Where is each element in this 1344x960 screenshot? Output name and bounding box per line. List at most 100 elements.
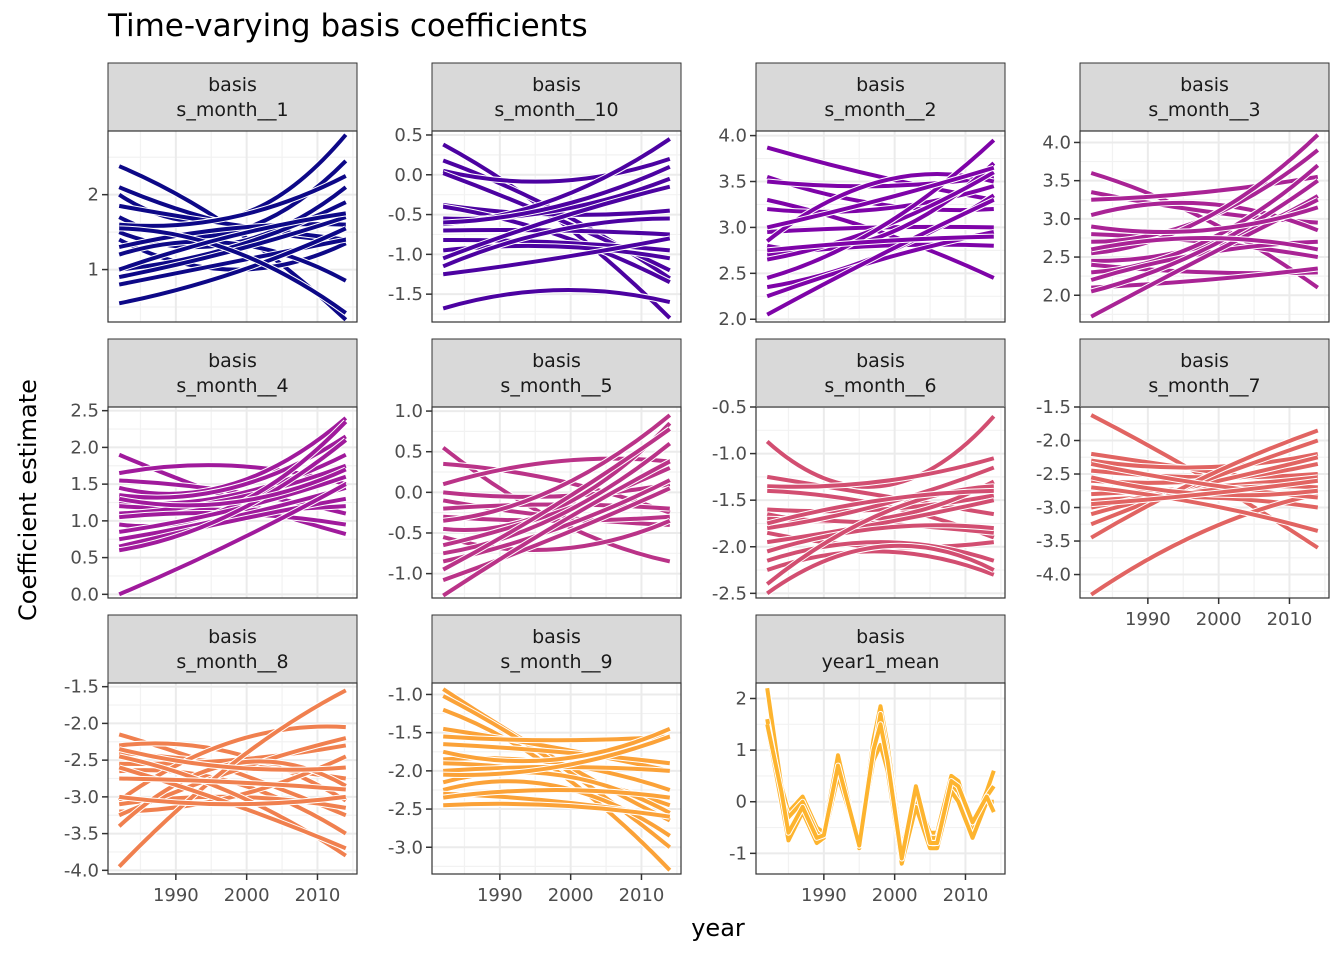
- y-tick-label: 0.5: [394, 442, 423, 463]
- y-tick-label: -2.0: [1036, 431, 1071, 452]
- series-line: [442, 456, 670, 487]
- y-tick-label: 2.0: [718, 309, 747, 330]
- series-line: [118, 485, 347, 542]
- series-line: [442, 726, 671, 773]
- series-line: [442, 466, 671, 548]
- facet-strip-label: s_month__4: [176, 375, 288, 397]
- series-line: [766, 138, 996, 280]
- series-line: [765, 414, 996, 489]
- panel-border: [431, 406, 682, 599]
- series-line: [442, 216, 670, 269]
- series-line: [766, 197, 995, 280]
- series-line: [118, 474, 347, 534]
- y-tick-label: 3.5: [1042, 171, 1071, 192]
- series-line: [442, 204, 671, 284]
- y-tick-label: -1.5: [712, 490, 747, 511]
- facet-strip: [755, 614, 1006, 684]
- facet-strip: [1079, 62, 1330, 132]
- series-line: [767, 184, 995, 214]
- x-tick-label: 2000: [224, 885, 270, 906]
- facet-strip-label: basis: [856, 350, 905, 372]
- y-tick-label: 2.5: [718, 263, 747, 284]
- series-line: [442, 787, 671, 800]
- x-tick-label: 1990: [1125, 609, 1171, 630]
- facet-strip-label: basis: [532, 626, 581, 648]
- series-line: [442, 779, 671, 838]
- facet-strip-label: basis: [208, 74, 257, 96]
- facet-strip-label: s_month__9: [500, 651, 612, 673]
- y-tick-label: 2: [88, 185, 99, 206]
- facet-strip-label: s_month__10: [494, 99, 618, 121]
- series-group: [765, 137, 996, 318]
- series-line: [118, 496, 347, 549]
- facet-strip-label: year1_mean: [822, 651, 940, 673]
- panel-border: [755, 682, 1006, 875]
- facet-strip: [431, 62, 682, 132]
- facet-strip-label: s_month__7: [1148, 375, 1260, 397]
- facet-strip-label: s_month__6: [824, 375, 936, 397]
- series-line: [442, 184, 671, 261]
- series-line: [119, 174, 347, 228]
- series-line: [765, 722, 996, 861]
- series-group: [118, 415, 348, 598]
- y-tick-label: -3.5: [64, 824, 99, 845]
- series-line: [442, 413, 672, 523]
- y-tick-label: 3.0: [1042, 209, 1071, 230]
- y-tick-label: -3.0: [1036, 498, 1071, 519]
- y-tick-label: -2.5: [64, 750, 99, 771]
- facet-strip-label: basis: [1180, 350, 1229, 372]
- x-tick-label: 1990: [801, 885, 847, 906]
- series-group: [1089, 412, 1320, 598]
- facet-panel: basis s_month__6 -0.5 -1.0 -1.5 -2.0 -2.5: [712, 338, 1006, 604]
- series-line: [443, 164, 671, 225]
- y-tick-label: 3.0: [718, 217, 747, 238]
- facet-strip-label: basis: [1180, 74, 1229, 96]
- series-group: [441, 412, 672, 598]
- series-line: [119, 463, 347, 516]
- panel-border: [431, 682, 682, 875]
- facet-strip-label: s_month__1: [176, 99, 288, 121]
- series-line: [1090, 428, 1319, 540]
- series-line: [443, 734, 671, 777]
- panel-border: [431, 130, 682, 323]
- y-tick-label: 4.0: [1042, 132, 1071, 153]
- series-line: [442, 707, 672, 872]
- series-line: [766, 543, 995, 595]
- facet-panel: basis s_month__2 4.0 3.5 3.0 2.5 2.0: [718, 62, 1006, 330]
- facet-strip: [755, 62, 1006, 132]
- facet-strip-label: basis: [856, 626, 905, 648]
- series-line: [118, 467, 347, 508]
- facet-strip: [1079, 338, 1330, 408]
- panel-border: [755, 130, 1006, 323]
- series-line: [442, 427, 671, 572]
- series-line: [767, 493, 995, 514]
- series-line: [1090, 235, 1319, 252]
- x-tick-label: 2010: [1267, 609, 1313, 630]
- series-line: [442, 518, 671, 552]
- series-line: [117, 688, 347, 869]
- facet-strip-label: basis: [532, 74, 581, 96]
- panel-border: [1079, 130, 1330, 323]
- series-line: [443, 801, 671, 819]
- facet-panel: basis s_month__3 4.0 3.5 3.0 2.5 2.0: [1042, 62, 1330, 323]
- y-tick-label: 2.5: [70, 401, 99, 422]
- panel-border: [107, 682, 358, 875]
- series-line: [1090, 179, 1319, 294]
- y-tick-label: -3.0: [388, 837, 423, 858]
- y-tick-label: 0.0: [394, 482, 423, 503]
- series-line: [767, 456, 995, 489]
- facet-panel: basis s_month__7 -1.5 -2.0 -2.5 -3.0 -3.5 -4.0 1…: [1036, 338, 1330, 630]
- y-tick-label: -0.5: [388, 523, 423, 544]
- facet-strip-label: basis: [532, 350, 581, 372]
- y-tick-label: 1.0: [70, 511, 99, 532]
- x-tick-label: 1990: [153, 885, 199, 906]
- series-line: [118, 794, 347, 807]
- series-line: [118, 434, 347, 500]
- y-tick-label: -1.0: [388, 564, 423, 585]
- y-tick-label: -2.0: [712, 537, 747, 558]
- x-tick-label: 2000: [548, 885, 594, 906]
- y-tick-label: 1.0: [394, 401, 423, 422]
- facet-strip-label: basis: [856, 74, 905, 96]
- y-tick-label: 0.0: [394, 165, 423, 186]
- series-line: [442, 486, 671, 583]
